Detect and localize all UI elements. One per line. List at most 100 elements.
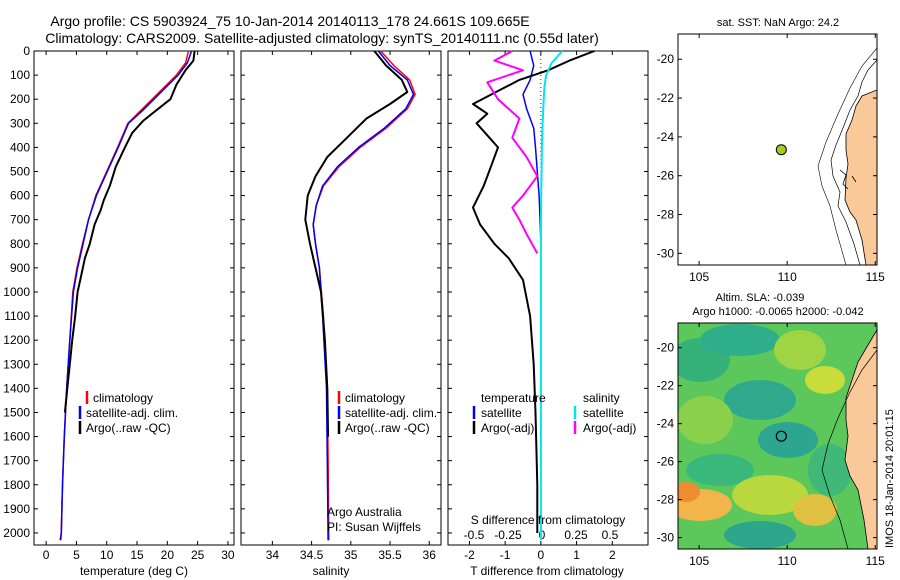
x-tick-label: 36 [423, 548, 437, 562]
difference-series [472, 50, 595, 541]
y-tick-label: -28 [657, 493, 675, 507]
land-australia [844, 329, 877, 549]
series-line [486, 50, 539, 254]
imos-watermark: IMOS 18-Jan-2014 20:01:15 [884, 409, 896, 548]
temperature-axis-ticks: 0 5 10 15 20 25 30 [43, 51, 235, 562]
sst-map-ticks: 105 110 115 -20 -22 -24 -26 -28 -30 [657, 34, 885, 284]
y-tick-label: 900 [10, 261, 30, 275]
difference-panel: -2 -1 0 1 2 -0.5 -0.25 0 0.25 0.5 T difference f… [447, 50, 649, 578]
argo-float-marker [775, 430, 787, 442]
annotation-pi: PI: Susan Wijffels [327, 520, 421, 534]
x-tick-label: 115 [866, 554, 885, 568]
legend-label-satellite: satellite-adj. clim. [345, 406, 437, 420]
x-tick-label: -2 [464, 548, 475, 562]
temperature-xlabel: temperature (deg C) [80, 564, 188, 578]
x-tick-label: 30 [221, 548, 235, 562]
figure-title-line1: Argo profile: CS 5903924_75 10-Jan-2014 … [50, 13, 529, 29]
y-tick-label: 200 [10, 92, 30, 106]
s-difference-label: S difference from climatology [471, 513, 626, 527]
y-tick-label: 1300 [3, 357, 30, 371]
salinity-axis-ticks: 34 34.5 35 35.5 36 [266, 51, 437, 562]
legend-label-climatology: climatology [345, 391, 405, 405]
temperature-series [59, 50, 196, 541]
sla-map-area [678, 323, 877, 549]
sst-map-title: sat. SST: NaN Argo: 24.2 [717, 17, 839, 29]
legend-label-climatology: climatology [93, 391, 153, 405]
t-difference-axis-ticks: -2 -1 0 1 2 [464, 51, 616, 562]
s-tick-label: 0.25 [564, 528, 588, 542]
salinity-panel: 34 34.5 35 35.5 36 salinity climatology sate… [240, 50, 442, 578]
sla-map-title: Altim. SLA: -0.039 [716, 292, 805, 304]
x-tick-label: 15 [130, 548, 144, 562]
series-line [522, 50, 542, 244]
legend-label-s-satellite: satellite [583, 406, 624, 420]
legend-label-argo: Argo(..raw -QC) [86, 421, 171, 435]
y-tick-label: -30 [657, 531, 675, 545]
y-tick-label: -28 [657, 208, 675, 222]
y-tick-label: 800 [10, 237, 30, 251]
sst-map-frame [677, 33, 878, 266]
x-tick-label: 0 [538, 548, 545, 562]
s-difference-axis-ticks: -0.5 -0.25 0 0.25 0.5 [464, 528, 619, 542]
legend-label-argo: Argo(..raw -QC) [345, 421, 430, 435]
legend-label-satellite: satellite-adj. clim. [86, 406, 178, 420]
x-tick-label: 105 [689, 554, 709, 568]
y-tick-label: -24 [657, 130, 675, 144]
argo-float-marker [775, 144, 787, 156]
s-tick-label: -0.25 [494, 528, 522, 542]
series-line [539, 50, 564, 541]
y-tick-label: -26 [657, 455, 675, 469]
y-tick-label: 1200 [3, 333, 30, 347]
temperature-legend: climatology satellite-adj. clim. Argo(..… [78, 391, 178, 435]
bathymetry-contour [821, 349, 877, 549]
y-tick-label: 1700 [3, 454, 30, 468]
sla-map-frame [677, 322, 878, 550]
s-tick-label: -0.5 [464, 528, 485, 542]
x-tick-label: 20 [161, 548, 175, 562]
annotation-argo-australia: Argo Australia [327, 505, 402, 519]
y-tick-label: -20 [657, 341, 675, 355]
figure-title-line2: Climatology: CARS2009. Satellite-adjuste… [45, 30, 599, 46]
y-tick-label: -26 [657, 169, 675, 183]
legend-title-temperature: temperature [481, 391, 546, 405]
legend-label-t-satellite: satellite [481, 406, 522, 420]
s-tick-label: 0 [539, 528, 546, 542]
t-difference-xlabel: T difference from climatology [470, 564, 624, 578]
legend-label-s-argo: Argo(-adj) [583, 421, 636, 435]
coastline-detail [839, 169, 857, 190]
land-australia [844, 89, 877, 265]
bathymetry-contour [830, 59, 877, 265]
y-tick-label: -30 [657, 246, 675, 260]
x-tick-label: 110 [778, 270, 797, 284]
y-tick-label: 0 [23, 44, 30, 58]
bathymetry-contour [817, 47, 877, 265]
temperature-panel: 0100200300400500600700800900100011001200… [3, 44, 648, 578]
y-tick-label: -22 [657, 379, 675, 393]
series-line [472, 50, 595, 533]
y-tick-label: 500 [10, 164, 30, 178]
x-tick-label: 25 [191, 548, 205, 562]
series-line [304, 50, 409, 437]
y-tick-label: 1100 [4, 309, 30, 323]
x-tick-label: 34.5 [300, 548, 324, 562]
temperature-axes-frame [33, 50, 235, 546]
x-tick-label: -1 [500, 548, 511, 562]
x-tick-label: 10 [100, 548, 114, 562]
series-line [63, 50, 196, 413]
salinity-legend: climatology satellite-adj. clim. Argo(..… [337, 391, 437, 435]
x-tick-label: 5 [73, 548, 80, 562]
difference-axes-frame [447, 50, 649, 546]
salinity-axes-frame [240, 50, 442, 546]
x-tick-label: 2 [609, 548, 616, 562]
legend-label-t-argo: Argo(-adj) [481, 421, 534, 435]
y-tick-label: 100 [10, 68, 30, 82]
y-tick-label: 400 [10, 140, 30, 154]
x-tick-label: 35 [344, 548, 358, 562]
x-tick-label: 35.5 [378, 548, 402, 562]
y-tick-label: 1900 [3, 502, 30, 516]
y-tick-label: -24 [657, 417, 675, 431]
y-tick-label: 1000 [3, 285, 30, 299]
x-tick-label: 105 [689, 270, 709, 284]
y-tick-label: 300 [10, 116, 30, 130]
sla-map-ticks: 105 110 115 -20 -22 -24 -26 -28 -30 [657, 323, 885, 568]
